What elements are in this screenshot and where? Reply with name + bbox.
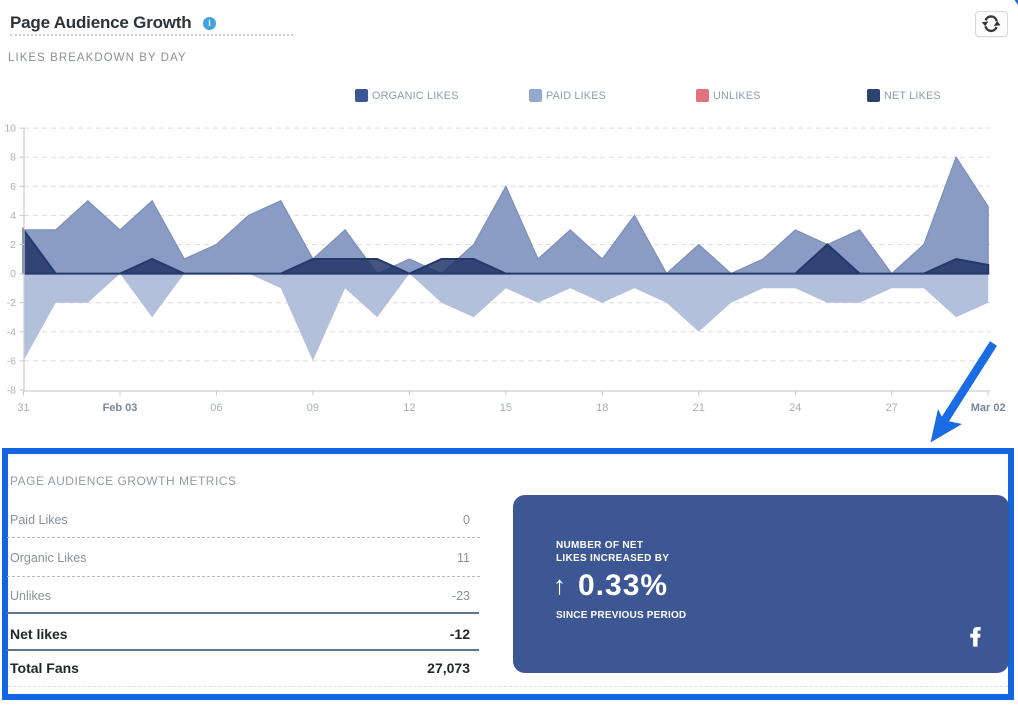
svg-text:6: 6 [10,181,16,193]
svg-text:-4: -4 [7,326,16,338]
svg-text:2: 2 [10,239,16,251]
svg-text:Mar 02: Mar 02 [971,402,1006,414]
svg-text:18: 18 [596,402,608,414]
svg-text:06: 06 [210,402,222,414]
svg-text:-2: -2 [7,297,16,309]
svg-text:-8: -8 [7,385,16,397]
svg-text:21: 21 [693,402,705,414]
svg-text:-6: -6 [7,355,16,367]
svg-text:31: 31 [17,402,29,414]
svg-text:4: 4 [10,210,16,222]
svg-text:10: 10 [4,123,16,135]
svg-text:8: 8 [10,152,16,164]
svg-text:0: 0 [10,268,16,280]
svg-text:12: 12 [403,402,415,414]
svg-text:15: 15 [500,402,512,414]
svg-text:Feb 03: Feb 03 [103,402,138,414]
svg-text:27: 27 [886,402,898,414]
svg-text:24: 24 [789,402,801,414]
svg-text:09: 09 [307,402,319,414]
